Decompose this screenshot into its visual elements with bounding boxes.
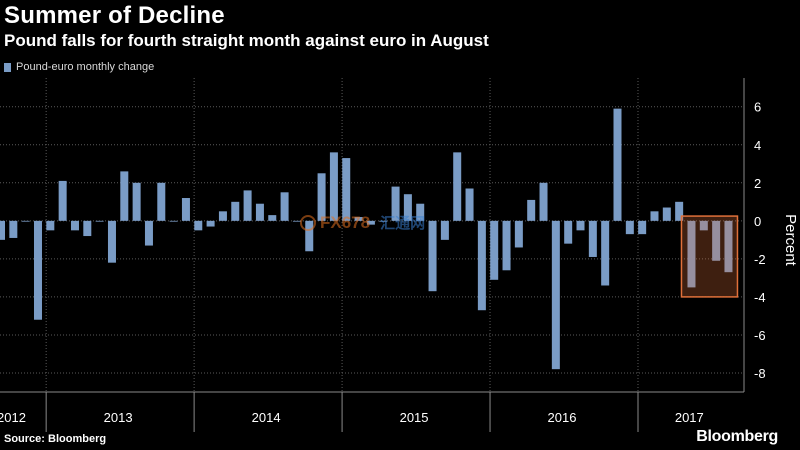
y-tick-label: -8 xyxy=(754,366,766,381)
bar xyxy=(625,220,634,235)
bar xyxy=(70,220,79,231)
bar xyxy=(576,220,585,231)
watermark: FX678 汇通网 xyxy=(300,212,425,233)
bar xyxy=(638,220,647,235)
bar xyxy=(564,220,573,244)
y-tick-label: 0 xyxy=(754,214,761,229)
y-tick-label: -6 xyxy=(754,328,766,343)
bar xyxy=(120,171,129,221)
bar xyxy=(268,215,277,221)
bar xyxy=(712,220,721,261)
bar xyxy=(280,192,289,221)
bar xyxy=(440,220,449,240)
watermark-text: FX678 xyxy=(320,212,371,232)
bar xyxy=(502,220,511,271)
x-tick-label: 2014 xyxy=(252,410,281,425)
watermark-text-secondary: 汇通网 xyxy=(380,215,426,232)
bar xyxy=(354,217,363,221)
bar xyxy=(650,211,659,221)
bar xyxy=(169,220,178,222)
bar xyxy=(231,201,240,221)
bar-layer xyxy=(0,108,739,370)
bar xyxy=(687,220,696,288)
chart-subtitle: Pound falls for fourth straight month ag… xyxy=(4,31,489,50)
bar xyxy=(724,220,733,273)
bar xyxy=(329,152,338,221)
bar xyxy=(194,220,203,231)
legend-swatch xyxy=(4,62,11,72)
y-tick-label: 2 xyxy=(754,176,761,191)
x-tick-label: 2016 xyxy=(548,410,577,425)
bar xyxy=(490,220,499,280)
highlight-box xyxy=(680,215,739,298)
bar xyxy=(218,211,227,221)
bar xyxy=(46,220,55,231)
bar xyxy=(453,152,462,221)
bar xyxy=(243,190,252,221)
bar xyxy=(144,220,153,246)
bar xyxy=(366,220,375,225)
bar xyxy=(83,220,92,237)
y-tick-label: 6 xyxy=(754,100,761,115)
bar xyxy=(181,198,190,221)
bar xyxy=(305,220,314,252)
bar xyxy=(391,186,400,221)
x-tick-label: 2015 xyxy=(400,410,429,425)
bar xyxy=(551,220,560,370)
watermark-logo-icon xyxy=(300,214,316,231)
bar xyxy=(0,220,5,240)
chart-title: Summer of Decline xyxy=(4,2,225,29)
bar xyxy=(157,182,166,221)
y-tick-label: -4 xyxy=(754,290,766,305)
axis-layer: 6 4 2 0 -2 -4 -6 -8 2012 2013 2014 2015 2016 2017 Perc… xyxy=(0,78,799,432)
bar xyxy=(601,220,610,286)
x-tick-label: 2017 xyxy=(675,410,704,425)
bar xyxy=(206,220,215,227)
bar xyxy=(465,188,474,221)
bar xyxy=(477,220,486,311)
bar xyxy=(33,220,42,320)
bar xyxy=(662,207,671,221)
bar xyxy=(107,220,116,263)
bar xyxy=(428,220,437,292)
bar xyxy=(132,182,141,221)
bar xyxy=(342,158,351,221)
bar xyxy=(514,220,523,248)
bar xyxy=(675,201,684,221)
bar xyxy=(539,182,548,221)
bar xyxy=(9,220,18,238)
brand-logo: Bloomberg xyxy=(696,428,778,445)
bar xyxy=(416,203,425,221)
legend-label: Pound-euro monthly change xyxy=(16,61,155,73)
bar xyxy=(317,173,326,221)
bar xyxy=(21,220,30,222)
x-tick-label: 2012 xyxy=(0,410,26,425)
bar xyxy=(58,180,67,221)
bar xyxy=(403,194,412,221)
y-tick-label: 4 xyxy=(754,138,761,153)
bar xyxy=(527,199,536,221)
bar xyxy=(95,220,104,222)
bar xyxy=(292,220,301,222)
source-note: Source: Bloomberg xyxy=(4,433,107,445)
legend: Pound-euro monthly change xyxy=(4,61,154,73)
x-tick-label: 2013 xyxy=(104,410,133,425)
bar xyxy=(613,108,622,221)
bar xyxy=(255,203,264,221)
y-axis-title: Percent xyxy=(782,214,799,267)
y-tick-label: -2 xyxy=(754,252,766,267)
bar xyxy=(379,220,388,222)
bar xyxy=(588,220,597,257)
bar xyxy=(699,220,708,231)
